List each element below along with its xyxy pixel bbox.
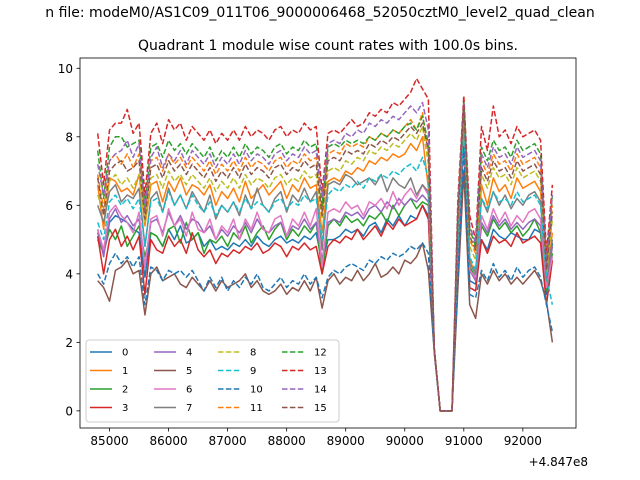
figure-suptitle: n file: modeM0/AS1C09_011T06_9000006468_… [45, 5, 594, 21]
series-line-3 [96, 132, 554, 412]
legend-label-5: 5 [186, 366, 192, 377]
x-tick-label: 89000 [327, 434, 365, 448]
legend-label-10: 10 [250, 385, 263, 396]
series-lines [96, 77, 554, 412]
legend-label-11: 11 [250, 403, 263, 414]
y-axis: 0 2 4 6 8 10 [58, 62, 80, 418]
y-tick-label: 0 [65, 404, 73, 418]
x-tick-label: 91000 [445, 434, 483, 448]
legend-label-6: 6 [186, 385, 192, 396]
x-tick-label: 86000 [149, 434, 187, 448]
x-tick-label: 87000 [209, 434, 247, 448]
y-tick-label: 2 [65, 336, 73, 350]
legend-label-14: 14 [314, 385, 327, 396]
legend-label-4: 4 [186, 348, 192, 359]
legend-label-8: 8 [250, 348, 256, 359]
x-axis: 85000 86000 87000 88000 89000 90000 91000 92000 [90, 428, 542, 448]
legend-label-15: 15 [314, 403, 327, 414]
legend-label-13: 13 [314, 366, 327, 377]
y-tick-label: 6 [65, 199, 73, 213]
y-tick-label: 10 [58, 62, 73, 76]
x-tick-label: 85000 [90, 434, 128, 448]
y-tick-label: 8 [65, 130, 73, 144]
legend-label-12: 12 [314, 348, 327, 359]
x-tick-label: 88000 [268, 434, 306, 448]
axes-frame [79, 57, 577, 429]
series-line-10 [97, 146, 554, 412]
series-line-5 [97, 170, 554, 412]
x-tick-label: 92000 [504, 434, 542, 448]
series-line-9 [97, 122, 554, 412]
legend-label-0: 0 [122, 348, 128, 359]
legend-label-9: 9 [250, 366, 256, 377]
legend-label-3: 3 [122, 403, 128, 414]
legend-label-1: 1 [122, 366, 128, 377]
legend-box [85, 339, 340, 423]
series-line-15 [96, 105, 554, 412]
legend-label-7: 7 [186, 403, 192, 414]
x-tick-label: 90000 [386, 434, 424, 448]
axes-title: Quadrant 1 module wise count rates with … [138, 38, 518, 54]
legend-label-2: 2 [122, 385, 128, 396]
y-tick-label: 4 [65, 267, 73, 281]
x-offset-label: +4.847e8 [529, 455, 588, 469]
